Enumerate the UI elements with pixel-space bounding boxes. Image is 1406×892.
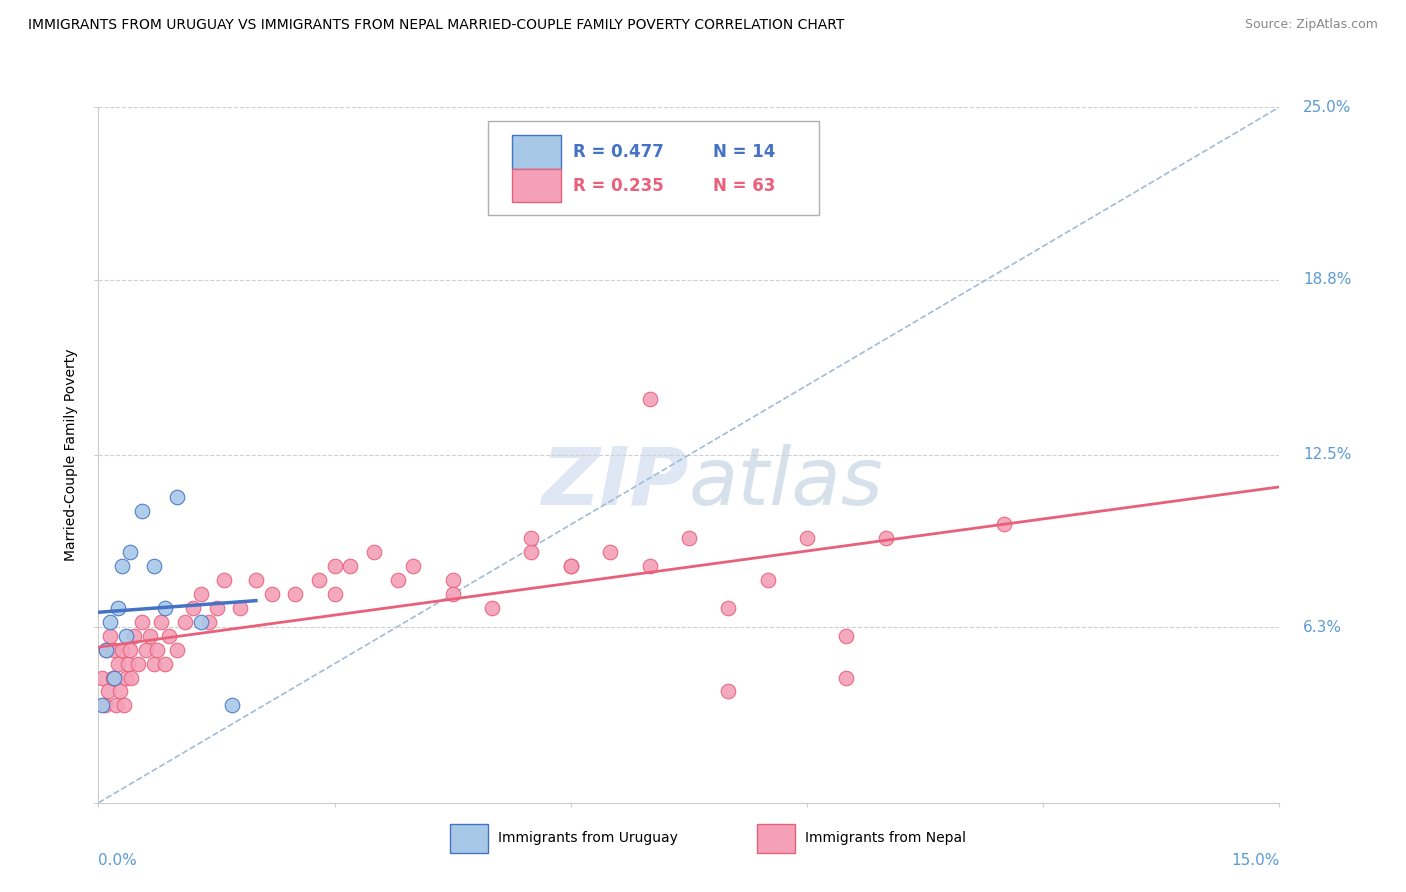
Point: [441, 573, 464, 587]
Point: [157, 629, 180, 643]
Point: [993, 517, 1015, 532]
Point: [131, 503, 153, 517]
Point: [91, 671, 114, 685]
Point: [121, 671, 143, 685]
Point: [190, 615, 212, 629]
Point: [717, 601, 740, 615]
Point: [363, 545, 385, 559]
Point: [796, 532, 818, 546]
Text: 18.8%: 18.8%: [1303, 272, 1351, 287]
Text: Source: ZipAtlas.com: Source: ZipAtlas.com: [1244, 18, 1378, 31]
Text: 6.3%: 6.3%: [1303, 620, 1343, 635]
Point: [245, 573, 267, 587]
Point: [717, 684, 740, 698]
Point: [150, 615, 173, 629]
Text: IMMIGRANTS FROM URUGUAY VS IMMIGRANTS FROM NEPAL MARRIED-COUPLE FAMILY POVERTY C: IMMIGRANTS FROM URUGUAY VS IMMIGRANTS FR…: [28, 18, 845, 32]
Point: [91, 698, 114, 713]
Point: [107, 601, 129, 615]
Point: [520, 545, 543, 559]
Point: [284, 587, 307, 601]
Point: [638, 559, 661, 574]
Point: [323, 587, 346, 601]
Text: R = 0.477: R = 0.477: [574, 143, 664, 161]
Point: [520, 532, 543, 546]
Point: [308, 573, 330, 587]
Point: [756, 573, 779, 587]
Point: [560, 559, 582, 574]
Point: [190, 587, 212, 601]
Point: [103, 642, 125, 657]
Point: [103, 671, 125, 685]
Point: [174, 615, 197, 629]
Point: [835, 671, 858, 685]
FancyBboxPatch shape: [512, 169, 561, 202]
Point: [98, 629, 121, 643]
Point: [146, 642, 169, 657]
Point: [127, 657, 149, 671]
Point: [111, 642, 134, 657]
Point: [229, 601, 252, 615]
Text: 12.5%: 12.5%: [1303, 448, 1351, 462]
Text: atlas: atlas: [689, 443, 884, 522]
Point: [221, 698, 243, 713]
Point: [104, 698, 127, 713]
Text: N = 63: N = 63: [713, 177, 775, 194]
Point: [101, 671, 124, 685]
Point: [135, 642, 157, 657]
FancyBboxPatch shape: [758, 823, 796, 853]
Point: [118, 545, 141, 559]
Point: [118, 642, 141, 657]
Point: [214, 573, 236, 587]
Point: [441, 587, 464, 601]
Point: [107, 657, 129, 671]
Y-axis label: Married-Couple Family Poverty: Married-Couple Family Poverty: [65, 349, 79, 561]
Point: [142, 559, 165, 574]
Point: [115, 629, 138, 643]
Point: [560, 559, 582, 574]
Point: [112, 698, 135, 713]
Point: [481, 601, 503, 615]
Point: [599, 545, 621, 559]
Text: N = 14: N = 14: [713, 143, 775, 161]
Text: ZIP: ZIP: [541, 443, 689, 522]
Text: 15.0%: 15.0%: [1232, 853, 1279, 868]
Point: [323, 559, 346, 574]
Point: [155, 601, 177, 615]
Point: [98, 615, 121, 629]
Point: [93, 698, 115, 713]
FancyBboxPatch shape: [512, 136, 561, 169]
Point: [111, 559, 134, 574]
Point: [875, 532, 897, 546]
FancyBboxPatch shape: [488, 121, 818, 215]
Point: [387, 573, 409, 587]
Point: [181, 601, 204, 615]
Point: [155, 657, 177, 671]
Point: [166, 490, 188, 504]
Point: [96, 642, 118, 657]
Text: 0.0%: 0.0%: [98, 853, 138, 868]
Point: [205, 601, 228, 615]
Point: [115, 671, 138, 685]
Point: [131, 615, 153, 629]
Point: [260, 587, 283, 601]
Point: [339, 559, 361, 574]
Point: [110, 684, 132, 698]
Point: [638, 392, 661, 407]
Text: Immigrants from Nepal: Immigrants from Nepal: [804, 831, 966, 846]
Point: [122, 629, 145, 643]
Point: [138, 629, 160, 643]
Point: [142, 657, 165, 671]
Text: Immigrants from Uruguay: Immigrants from Uruguay: [498, 831, 678, 846]
Point: [166, 642, 188, 657]
Point: [678, 532, 700, 546]
Point: [117, 657, 139, 671]
FancyBboxPatch shape: [450, 823, 488, 853]
Point: [197, 615, 219, 629]
Point: [96, 642, 118, 657]
Text: 25.0%: 25.0%: [1303, 100, 1351, 114]
Point: [402, 559, 425, 574]
Text: R = 0.235: R = 0.235: [574, 177, 664, 194]
Point: [97, 684, 120, 698]
Point: [835, 629, 858, 643]
